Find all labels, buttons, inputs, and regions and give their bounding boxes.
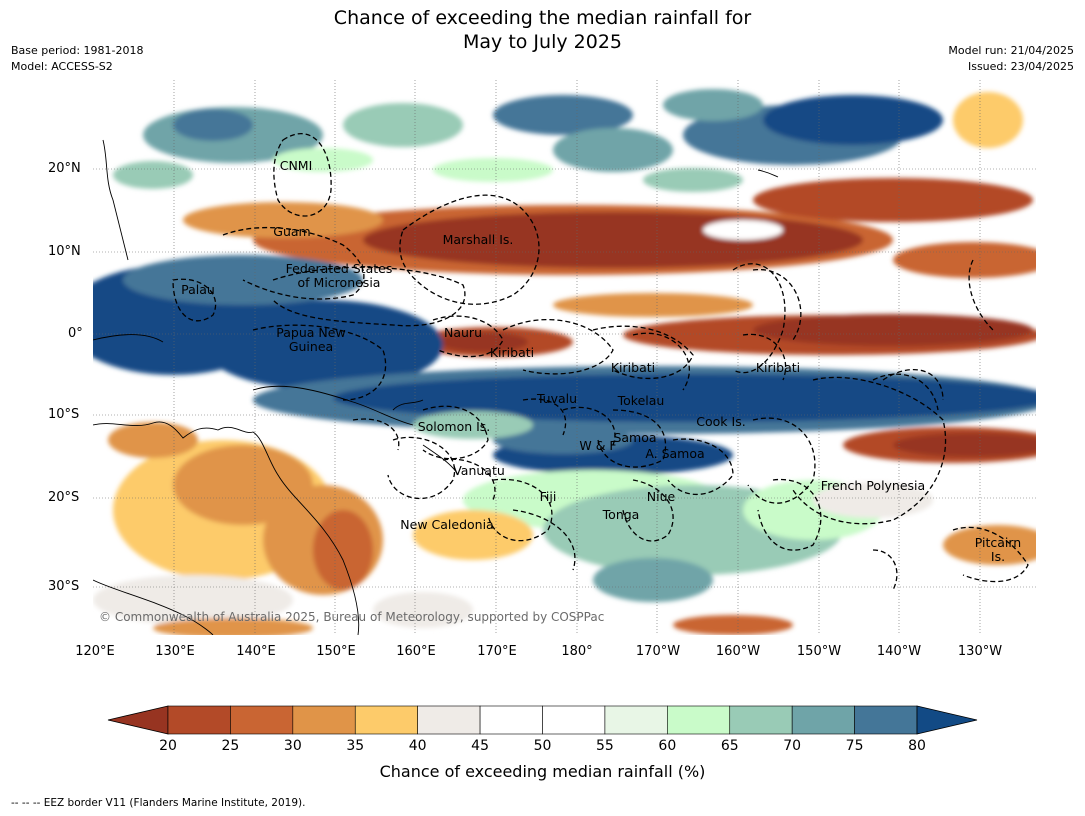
colorbar-tick-65: 65: [720, 738, 739, 754]
region-labels: CNMI Guam Marshall Is. Federated States …: [181, 158, 1021, 564]
label-kiribati-west: Kiribati: [490, 345, 534, 360]
label-pitcairn-line2: Is.: [991, 549, 1005, 564]
lon-label-170e: 170°E: [477, 644, 517, 659]
colorbar-tick-80: 80: [908, 738, 926, 754]
label-tonga: Tonga: [602, 507, 640, 522]
colorbar-bin-30-35: [292, 705, 356, 735]
eez-footnote: -- -- -- EEZ border V11 (Flanders Marine…: [11, 797, 306, 809]
label-new-caledonia: New Caledonia: [400, 517, 493, 532]
colorbar-bin-25-30: [230, 705, 294, 735]
label-palau: Palau: [181, 282, 215, 297]
colorbar-bin-20-25: [167, 705, 231, 735]
colorbar-tick-55: 55: [595, 738, 614, 754]
label-tuvalu: Tuvalu: [536, 391, 577, 406]
lon-label-180: 180°: [561, 644, 593, 659]
colorbar-title: Chance of exceeding median rainfall (%): [379, 762, 706, 781]
label-kiribati-east: Kiribati: [756, 360, 800, 375]
colorbar-bin-45-50: [479, 705, 543, 735]
title-line-1: Chance of exceeding the median rainfall …: [333, 7, 752, 29]
label-png-line2: Guinea: [289, 339, 333, 354]
colorbar-tick-25: 25: [221, 738, 240, 754]
colorbar-tick-50: 50: [533, 738, 552, 754]
model-run-date: Model run: 21/04/2025: [948, 44, 1074, 57]
label-guam: Guam: [273, 224, 310, 239]
lat-label-20n: 20°N: [48, 161, 81, 176]
label-french-polynesia: French Polynesia: [821, 478, 925, 493]
lat-label-10n: 10°N: [48, 244, 81, 259]
colorbar-bin-75-80: [854, 705, 918, 735]
lat-label-10s: 10°S: [48, 407, 80, 422]
coastlines: [93, 139, 779, 635]
colorbar-tick-70: 70: [783, 738, 802, 754]
model-info: Base period: 1981-2018 Model: ACCESS-S2: [11, 43, 143, 75]
rainfall-map: CNMI Guam Marshall Is. Federated States …: [93, 80, 1036, 635]
lon-label-130e: 130°E: [155, 644, 195, 659]
label-pitcairn-line1: Pitcairn: [975, 535, 1021, 550]
label-american-samoa: A. Samoa: [645, 446, 704, 461]
colorbar-min-extend: [107, 705, 169, 735]
label-niue: Niue: [647, 489, 676, 504]
colorbar-bin-50-55: [542, 705, 606, 735]
lat-label-20s: 20°S: [48, 490, 80, 505]
issued-date: Issued: 23/04/2025: [967, 60, 1074, 73]
colorbar-bin-40-45: [417, 705, 481, 735]
lon-label-170w: 170°W: [635, 644, 681, 659]
label-wallis-futuna: W & F: [579, 438, 616, 453]
lon-label-120e: 120°E: [75, 644, 115, 659]
lon-label-130w: 130°W: [957, 644, 1003, 659]
colorbar-tick-40: 40: [408, 738, 427, 754]
colorbar-bin-60-65: [667, 705, 731, 735]
colorbar-bin-70-75: [791, 705, 855, 735]
graticule: [93, 80, 1036, 635]
colorbar-bin-55-60: [604, 705, 668, 735]
lon-label-160w: 160°W: [715, 644, 761, 659]
label-tokelau: Tokelau: [617, 393, 665, 408]
lon-label-150w: 150°W: [796, 644, 842, 659]
base-period: Base period: 1981-2018: [11, 44, 144, 57]
map-title: Chance of exceeding the median rainfall …: [0, 6, 1085, 54]
lon-label-140w: 140°W: [876, 644, 922, 659]
colorbar-max-extend: [916, 705, 978, 735]
label-vanuatu: Vanuatu: [453, 463, 505, 478]
lon-label-160e: 160°E: [396, 644, 436, 659]
colorbar-tick-35: 35: [346, 738, 365, 754]
model-name: Model: ACCESS-S2: [11, 60, 113, 73]
label-cnmi: CNMI: [280, 158, 313, 173]
label-marshall-islands: Marshall Is.: [443, 232, 514, 247]
label-png-line1: Papua New: [276, 325, 345, 340]
label-solomon-islands: Solomon Is.: [418, 419, 491, 434]
lat-label-0: 0°: [68, 326, 83, 341]
label-fiji: Fiji: [540, 489, 557, 504]
colorbar-bin-65-70: [729, 705, 793, 735]
label-samoa: Samoa: [613, 430, 656, 445]
title-line-2: May to July 2025: [463, 31, 622, 53]
lon-label-150e: 150°E: [316, 644, 356, 659]
colorbar-tick-30: 30: [283, 738, 302, 754]
label-fsm-line2: of Micronesia: [298, 275, 381, 290]
label-kiribati-central: Kiribati: [611, 360, 655, 375]
issue-info: Model run: 21/04/2025 Issued: 23/04/2025: [948, 43, 1074, 75]
colorbar-bin-35-40: [354, 705, 418, 735]
colorbar-tick-60: 60: [658, 738, 677, 754]
colorbar-tick-45: 45: [471, 738, 489, 754]
label-fsm-line1: Federated States: [286, 261, 393, 276]
eez-borders: [172, 133, 1029, 591]
map-canvas: CNMI Guam Marshall Is. Federated States …: [93, 80, 1036, 635]
copyright-notice: © Commonwealth of Australia 2025, Bureau…: [99, 610, 605, 624]
lon-label-140e: 140°E: [236, 644, 276, 659]
lat-label-30s: 30°S: [48, 579, 80, 594]
colorbar: [107, 705, 978, 735]
label-cook-islands: Cook Is.: [696, 414, 745, 429]
label-nauru: Nauru: [444, 325, 482, 340]
colorbar-tick-75: 75: [845, 738, 864, 754]
colorbar-tick-20: 20: [159, 738, 177, 754]
